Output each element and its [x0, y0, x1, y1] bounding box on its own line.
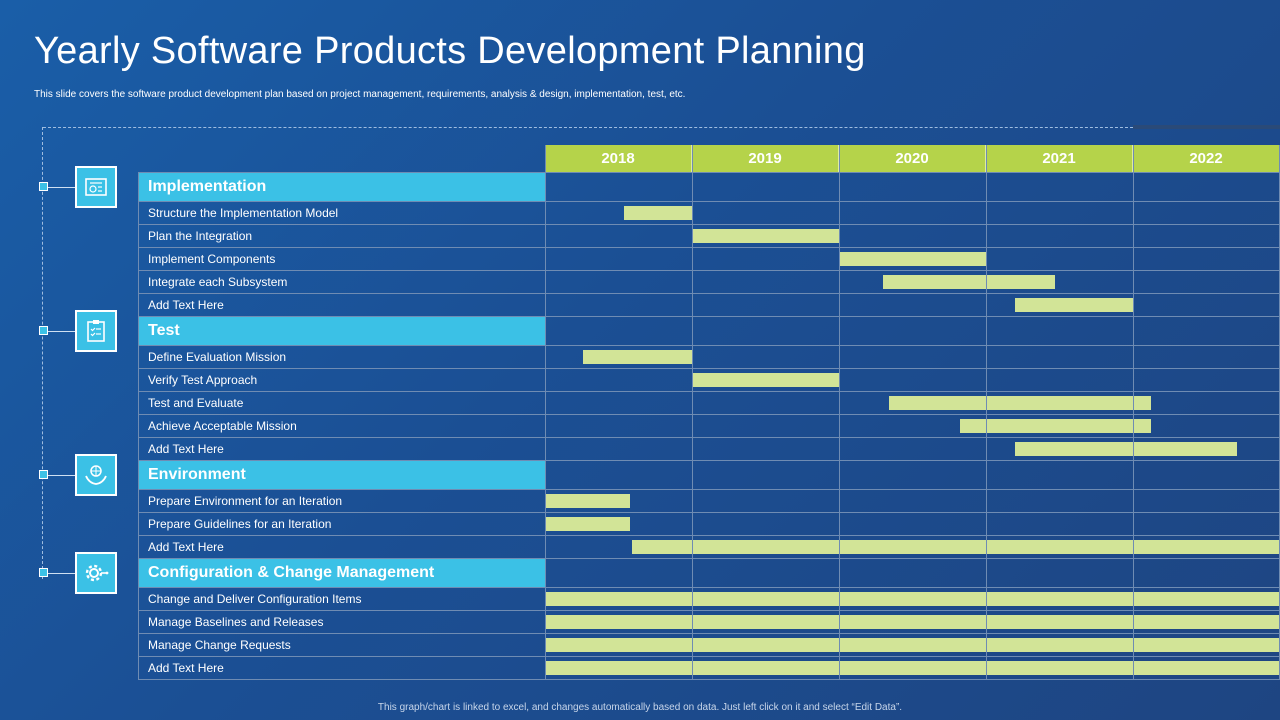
gantt-bar: [624, 205, 692, 220]
task-label: Define Evaluation Mission: [148, 349, 287, 364]
gantt-bar: [631, 539, 1280, 554]
grid-row-line: [138, 368, 1280, 369]
gantt-bar: [692, 228, 839, 243]
grid-row-line: [138, 391, 1280, 392]
year-header-2021: 2021: [986, 145, 1133, 172]
gantt-bar: [692, 372, 839, 387]
gantt-bar: [1015, 297, 1133, 312]
grid-row-line: [138, 201, 1280, 202]
grid-row-line: [138, 679, 1280, 680]
year-header-2018: 2018: [545, 145, 692, 172]
year-header-2019: 2019: [692, 145, 839, 172]
grid-row-line: [138, 587, 1280, 588]
grid-row-line: [138, 293, 1280, 294]
task-label: Manage Change Requests: [148, 637, 291, 652]
grid-row-line: [138, 460, 1280, 461]
timeline-connector-1: [48, 330, 75, 332]
task-label: Change and Deliver Configuration Items: [148, 591, 362, 606]
task-label: Prepare Environment for an Iteration: [148, 493, 343, 508]
gantt-bar: [545, 516, 631, 531]
task-label: Add Text Here: [148, 539, 224, 554]
hands-globe-icon: [75, 453, 117, 496]
section-label-3: Configuration & Change Management: [138, 558, 545, 587]
timeline-node-2: [39, 469, 48, 479]
year-header-2020: 2020: [839, 145, 986, 172]
grid-row-line: [138, 558, 1280, 559]
task-label: Add Text Here: [148, 441, 224, 456]
gantt-bar: [545, 637, 1280, 652]
year-header-2022: 2022: [1133, 145, 1280, 172]
section-label-2: Environment: [138, 460, 545, 489]
grid-col-line: [138, 172, 139, 679]
blueprint-icon: [75, 165, 117, 208]
grid-row-line: [138, 224, 1280, 225]
grid-row-line: [138, 610, 1280, 611]
grid-row-line: [138, 437, 1280, 438]
header-accent-bar: [1133, 125, 1280, 129]
page-subtitle: This slide covers the software product d…: [34, 89, 686, 100]
section-label-1: Test: [138, 316, 545, 345]
task-label: Achieve Acceptable Mission: [148, 418, 297, 433]
task-label: Prepare Guidelines for an Iteration: [148, 516, 332, 531]
task-label: Add Text Here: [148, 660, 224, 675]
timeline-node-0: [39, 181, 48, 191]
grid-col-line: [839, 145, 840, 679]
task-label: Verify Test Approach: [148, 372, 258, 387]
gantt-bar: [839, 251, 988, 266]
gantt-bar: [545, 591, 1280, 606]
task-label: Test and Evaluate: [148, 395, 244, 410]
grid-row-line: [138, 512, 1280, 513]
gantt-bar: [888, 395, 1151, 410]
gantt-bar: [883, 274, 1056, 289]
task-label: Integrate each Subsystem: [148, 274, 288, 289]
gantt-bar: [959, 418, 1151, 433]
grid-row-line: [138, 270, 1280, 271]
grid-row-line: [138, 489, 1280, 490]
timeline-dashed-top: [43, 127, 1133, 128]
page-title: Yearly Software Products Development Pla…: [34, 30, 866, 72]
grid-row-line: [138, 345, 1280, 346]
grid-col-line: [692, 145, 693, 679]
timeline-node-3: [39, 567, 48, 577]
grid-row-line: [138, 414, 1280, 415]
grid-col-line: [545, 145, 546, 679]
timeline-dashed-left: [42, 127, 43, 579]
grid-col-line: [986, 145, 987, 679]
grid-row-line: [138, 172, 1280, 173]
clipboard-checklist-icon: [75, 309, 117, 352]
task-label: Manage Baselines and Releases: [148, 614, 324, 629]
grid-row-line: [138, 316, 1280, 317]
grid-row-line: [138, 247, 1280, 248]
gantt-bar: [545, 614, 1280, 629]
timeline-connector-3: [48, 572, 75, 574]
section-label-0: Implementation: [138, 172, 545, 201]
gantt-bar: [545, 660, 1280, 675]
task-label: Implement Components: [148, 251, 276, 266]
gear-settings-icon: [75, 551, 117, 594]
task-label: Plan the Integration: [148, 228, 253, 243]
gantt-bar: [1015, 441, 1238, 456]
gantt-bar: [583, 349, 692, 364]
grid-col-line: [1133, 145, 1134, 679]
grid-row-line: [138, 633, 1280, 634]
footer-note: This graph/chart is linked to excel, and…: [377, 702, 903, 713]
task-label: Add Text Here: [148, 297, 224, 312]
grid-row-line: [138, 656, 1280, 657]
grid-row-line: [138, 535, 1280, 536]
timeline-node-1: [39, 325, 48, 335]
task-label: Structure the Implementation Model: [148, 205, 339, 220]
gantt-bar: [545, 493, 631, 508]
timeline-connector-0: [48, 186, 75, 188]
timeline-connector-2: [48, 474, 75, 476]
